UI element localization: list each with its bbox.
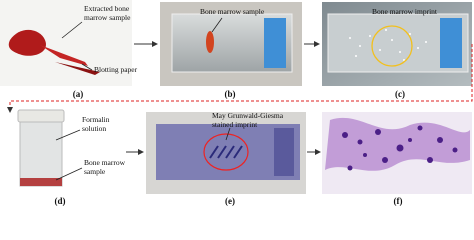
panel-f: (f) bbox=[322, 112, 472, 206]
annotation: stained imprint bbox=[212, 120, 258, 129]
annotation: Bone marrow imprint bbox=[372, 7, 438, 16]
panel-a: Extracted bone marrow sample Blotting pa… bbox=[0, 0, 138, 99]
annotation: Extracted bone bbox=[84, 4, 130, 13]
dashed-connector bbox=[7, 44, 473, 113]
annotation: May Grunwald-Giesma bbox=[212, 111, 284, 120]
annotation: solution bbox=[82, 124, 106, 133]
panel-c: Bone marrow imprint (c) bbox=[322, 2, 472, 99]
annotation: Formalin bbox=[82, 115, 110, 124]
annotation: Bone marrow bbox=[84, 158, 126, 167]
panel-label: (c) bbox=[395, 89, 405, 99]
panel-e: May Grunwald-Giesma stained imprint (e) bbox=[146, 111, 306, 206]
panel-label: (f) bbox=[394, 196, 403, 206]
annotation: sample bbox=[84, 167, 106, 176]
annotation: Blotting paper bbox=[94, 65, 138, 74]
panel-label: (d) bbox=[55, 196, 66, 206]
panel-label: (b) bbox=[225, 89, 236, 99]
figure: Extracted bone marrow sample Blotting pa… bbox=[0, 0, 473, 206]
panel-label: (e) bbox=[225, 196, 235, 206]
panel-b: Bone marrow sample (b) bbox=[160, 2, 302, 99]
annotation: marrow sample bbox=[84, 13, 131, 22]
annotation: Bone marrow sample bbox=[200, 7, 265, 16]
panel-label: (a) bbox=[73, 89, 84, 99]
panel-d: Formalin solution Bone marrow sample (d) bbox=[17, 109, 126, 206]
